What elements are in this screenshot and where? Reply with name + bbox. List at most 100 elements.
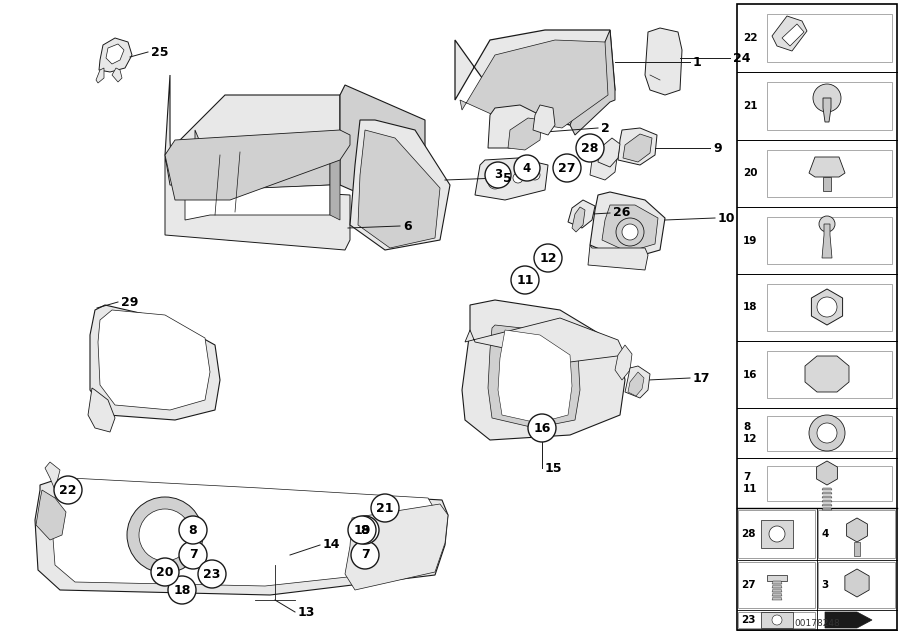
- Text: 8: 8: [189, 523, 197, 537]
- Polygon shape: [36, 490, 66, 540]
- Circle shape: [772, 615, 782, 625]
- Text: 7
11: 7 11: [743, 472, 758, 494]
- Polygon shape: [847, 518, 868, 542]
- Circle shape: [151, 558, 179, 586]
- Circle shape: [351, 516, 379, 544]
- Text: 27: 27: [741, 580, 756, 590]
- Polygon shape: [455, 30, 615, 125]
- Polygon shape: [88, 388, 115, 432]
- Polygon shape: [460, 40, 608, 128]
- Polygon shape: [854, 542, 860, 556]
- Bar: [767, 284, 892, 331]
- Text: 18: 18: [174, 583, 191, 597]
- Polygon shape: [340, 85, 425, 220]
- Polygon shape: [822, 500, 832, 502]
- Polygon shape: [533, 105, 555, 135]
- Text: 2: 2: [601, 121, 610, 134]
- Polygon shape: [822, 488, 832, 490]
- Text: 28: 28: [741, 529, 755, 539]
- Text: 26: 26: [613, 207, 630, 219]
- Polygon shape: [185, 165, 330, 220]
- Text: 21: 21: [743, 101, 758, 111]
- Polygon shape: [590, 150, 617, 180]
- Bar: [767, 217, 892, 264]
- Polygon shape: [625, 366, 650, 398]
- Polygon shape: [816, 461, 837, 485]
- Circle shape: [534, 244, 562, 272]
- Text: 7: 7: [189, 548, 197, 562]
- Polygon shape: [822, 508, 832, 510]
- Polygon shape: [195, 130, 330, 190]
- Polygon shape: [618, 128, 657, 165]
- Polygon shape: [165, 130, 350, 200]
- Polygon shape: [350, 120, 450, 250]
- Circle shape: [511, 266, 539, 294]
- Polygon shape: [845, 569, 869, 597]
- Text: 8
12: 8 12: [743, 422, 758, 444]
- Circle shape: [54, 476, 82, 504]
- Text: 21: 21: [376, 502, 394, 515]
- Bar: [767, 14, 892, 62]
- Bar: [737, 4, 897, 630]
- Polygon shape: [345, 504, 448, 590]
- Text: 25: 25: [151, 46, 168, 59]
- Text: 6: 6: [403, 219, 411, 233]
- Text: 20: 20: [157, 565, 174, 579]
- Bar: [738, 612, 815, 628]
- Bar: [818, 562, 895, 608]
- Polygon shape: [772, 585, 782, 588]
- Polygon shape: [462, 300, 625, 440]
- Text: 22: 22: [743, 33, 758, 43]
- Text: 15: 15: [545, 462, 562, 474]
- Text: 10: 10: [718, 212, 735, 225]
- Polygon shape: [823, 98, 831, 122]
- Circle shape: [351, 541, 379, 569]
- Text: 4: 4: [821, 529, 828, 539]
- Polygon shape: [358, 130, 440, 248]
- Polygon shape: [165, 75, 340, 240]
- Circle shape: [813, 84, 841, 112]
- Polygon shape: [623, 134, 652, 162]
- Circle shape: [139, 509, 191, 561]
- Text: 00178248: 00178248: [794, 618, 840, 628]
- Text: 17: 17: [693, 371, 710, 385]
- Circle shape: [553, 154, 581, 182]
- Circle shape: [530, 170, 540, 180]
- Circle shape: [528, 414, 556, 442]
- Polygon shape: [772, 581, 782, 584]
- Text: 27: 27: [558, 162, 576, 174]
- Circle shape: [817, 423, 837, 443]
- Circle shape: [168, 576, 196, 604]
- Circle shape: [616, 218, 644, 246]
- Text: 1: 1: [693, 55, 702, 69]
- Polygon shape: [772, 593, 782, 596]
- Polygon shape: [598, 138, 620, 167]
- Text: 23: 23: [203, 567, 220, 581]
- Text: 11: 11: [517, 273, 534, 286]
- Polygon shape: [572, 207, 585, 232]
- Bar: [767, 82, 892, 130]
- Text: 19: 19: [743, 235, 758, 245]
- Text: 28: 28: [581, 141, 598, 155]
- Circle shape: [576, 134, 604, 162]
- Text: 29: 29: [121, 296, 139, 308]
- Polygon shape: [761, 520, 793, 548]
- Bar: [767, 150, 892, 197]
- Bar: [767, 351, 892, 398]
- Text: 12: 12: [539, 251, 557, 265]
- Polygon shape: [99, 38, 132, 72]
- Text: 3: 3: [494, 169, 502, 181]
- Polygon shape: [822, 496, 832, 498]
- Polygon shape: [822, 504, 832, 506]
- Polygon shape: [570, 30, 615, 135]
- Circle shape: [348, 516, 376, 544]
- Text: 16: 16: [743, 370, 758, 380]
- Polygon shape: [602, 205, 658, 252]
- Polygon shape: [812, 289, 842, 325]
- Circle shape: [622, 224, 638, 240]
- Circle shape: [817, 297, 837, 317]
- Circle shape: [488, 175, 502, 189]
- Circle shape: [819, 216, 835, 232]
- Polygon shape: [165, 155, 350, 250]
- Circle shape: [179, 516, 207, 544]
